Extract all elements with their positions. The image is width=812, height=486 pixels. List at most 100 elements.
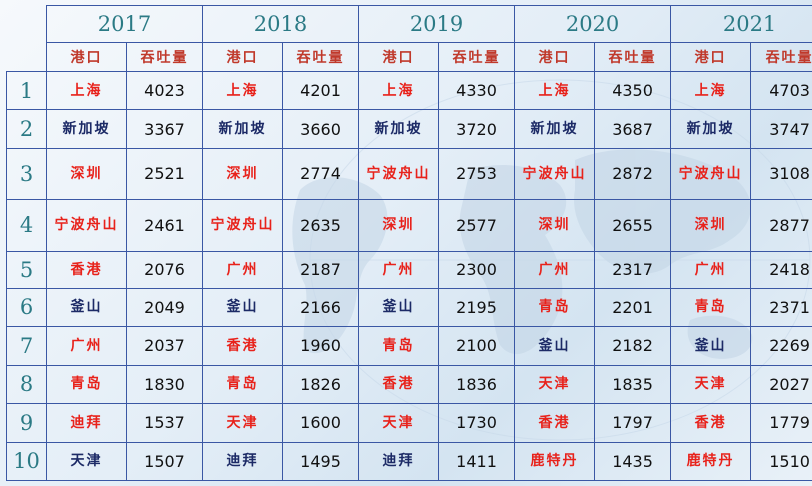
rank-cell: 6: [6, 287, 47, 328]
table-row: 9 迪拜 1537 天津 1600 天津 1730 香港 1797 香港 1779: [6, 403, 812, 443]
throughput-value-cell: 2753: [438, 147, 516, 200]
throughput-value-cell: 3367: [125, 109, 204, 149]
throughput-value-cell: 1435: [594, 441, 672, 481]
port-name-cell: 深圳: [358, 198, 440, 253]
table-row: 1 上海 4023 上海 4201 上海 4330 上海 4350 上海 4703: [6, 70, 812, 111]
table-row: 2 新加坡 3367 新加坡 3660 新加坡 3720 新加坡 3687 新加坡 3747: [6, 109, 812, 149]
port-name-cell: 天津: [202, 403, 284, 443]
port-name-cell: 广州: [46, 326, 127, 366]
throughput-value-cell: 3660: [282, 109, 360, 149]
throughput-column-header: 吞吐量: [750, 42, 812, 72]
throughput-column-header: 吞吐量: [125, 42, 204, 72]
port-name-cell: 迪拜: [46, 403, 127, 443]
throughput-value-cell: 2877: [750, 198, 812, 253]
throughput-value-cell: 1826: [282, 364, 360, 405]
throughput-value-cell: 2187: [282, 251, 360, 289]
throughput-value-cell: 2635: [282, 198, 360, 253]
port-name-cell: 釜山: [514, 326, 596, 366]
throughput-value-cell: 4350: [594, 70, 672, 111]
rank-cell: 8: [6, 364, 47, 405]
rank-cell: 10: [6, 441, 47, 481]
port-name-cell: 深圳: [670, 198, 752, 253]
port-column-header: 港口: [46, 42, 127, 72]
throughput-value-cell: 1960: [282, 326, 360, 366]
throughput-value-cell: 3720: [438, 109, 516, 149]
rank-cell: 2: [6, 109, 47, 149]
port-name-cell: 天津: [358, 403, 440, 443]
throughput-value-cell: 2201: [594, 287, 672, 328]
throughput-value-cell: 1411: [438, 441, 516, 481]
port-name-cell: 广州: [202, 251, 284, 289]
throughput-value-cell: 2166: [282, 287, 360, 328]
port-name-cell: 宁波舟山: [514, 147, 596, 200]
throughput-value-cell: 1730: [438, 403, 516, 443]
port-name-cell: 新加坡: [514, 109, 596, 149]
throughput-value-cell: 1510: [750, 441, 812, 481]
throughput-value-cell: 1835: [594, 364, 672, 405]
port-name-cell: 新加坡: [670, 109, 752, 149]
port-name-cell: 釜山: [202, 287, 284, 328]
port-throughput-table: 2017 2018 2019 2020 2021 港口 吞吐量 港口 吞吐量 港…: [6, 5, 812, 481]
port-name-cell: 迪拜: [358, 441, 440, 481]
throughput-column-header: 吞吐量: [282, 42, 360, 72]
column-header-row: 港口 吞吐量 港口 吞吐量 港口 吞吐量 港口 吞吐量 港口 吞吐量: [7, 42, 812, 72]
port-name-cell: 深圳: [46, 147, 127, 200]
port-name-cell: 香港: [202, 326, 284, 366]
table-row: 4 宁波舟山 2461 宁波舟山 2635 深圳 2577 深圳 2655 深圳 2877: [6, 198, 812, 253]
port-name-cell: 上海: [514, 70, 596, 111]
year-header: 2019: [358, 5, 516, 43]
throughput-value-cell: 2577: [438, 198, 516, 253]
port-name-cell: 新加坡: [202, 109, 284, 149]
port-name-cell: 青岛: [202, 364, 284, 405]
port-name-cell: 宁波舟山: [46, 198, 127, 253]
port-name-cell: 广州: [358, 251, 440, 289]
port-name-cell: 上海: [202, 70, 284, 111]
port-name-cell: 宁波舟山: [358, 147, 440, 200]
port-name-cell: 天津: [670, 364, 752, 405]
throughput-value-cell: 1779: [750, 403, 812, 443]
port-name-cell: 广州: [514, 251, 596, 289]
throughput-value-cell: 2461: [125, 198, 204, 253]
throughput-value-cell: 2195: [438, 287, 516, 328]
rank-cell: 5: [6, 251, 47, 289]
port-name-cell: 上海: [358, 70, 440, 111]
port-name-cell: 青岛: [46, 364, 127, 405]
throughput-value-cell: 4330: [438, 70, 516, 111]
table-row: 10 天津 1507 迪拜 1495 迪拜 1411 鹿特丹 1435 鹿特丹 1510: [6, 441, 812, 481]
throughput-value-cell: 3108: [750, 147, 812, 200]
table-row: 5 香港 2076 广州 2187 广州 2300 广州 2317 广州 2418: [6, 251, 812, 289]
port-name-cell: 香港: [358, 364, 440, 405]
port-name-cell: 釜山: [46, 287, 127, 328]
year-header: 2020: [514, 5, 672, 43]
port-name-cell: 天津: [514, 364, 596, 405]
port-column-header: 港口: [670, 42, 752, 72]
throughput-value-cell: 4703: [750, 70, 812, 111]
port-column-header: 港口: [358, 42, 440, 72]
throughput-value-cell: 1830: [125, 364, 204, 405]
port-name-cell: 宁波舟山: [202, 198, 284, 253]
port-name-cell: 青岛: [514, 287, 596, 328]
throughput-value-cell: 1507: [125, 441, 204, 481]
throughput-value-cell: 2774: [282, 147, 360, 200]
throughput-value-cell: 4023: [125, 70, 204, 111]
port-name-cell: 迪拜: [202, 441, 284, 481]
throughput-value-cell: 1600: [282, 403, 360, 443]
throughput-value-cell: 1797: [594, 403, 672, 443]
throughput-value-cell: 2027: [750, 364, 812, 405]
port-name-cell: 香港: [514, 403, 596, 443]
throughput-value-cell: 2521: [125, 147, 204, 200]
port-column-header: 港口: [202, 42, 284, 72]
year-header: 2018: [202, 5, 360, 43]
port-name-cell: 上海: [46, 70, 127, 111]
rank-cell: 4: [6, 198, 47, 253]
year-header: 2021: [670, 5, 812, 43]
throughput-column-header: 吞吐量: [594, 42, 672, 72]
port-name-cell: 鹿特丹: [670, 441, 752, 481]
port-name-cell: 鹿特丹: [514, 441, 596, 481]
rank-cell: 9: [6, 403, 47, 443]
throughput-value-cell: 2049: [125, 287, 204, 328]
port-column-header: 港口: [514, 42, 596, 72]
throughput-value-cell: 3747: [750, 109, 812, 149]
year-header: 2017: [45, 5, 204, 43]
